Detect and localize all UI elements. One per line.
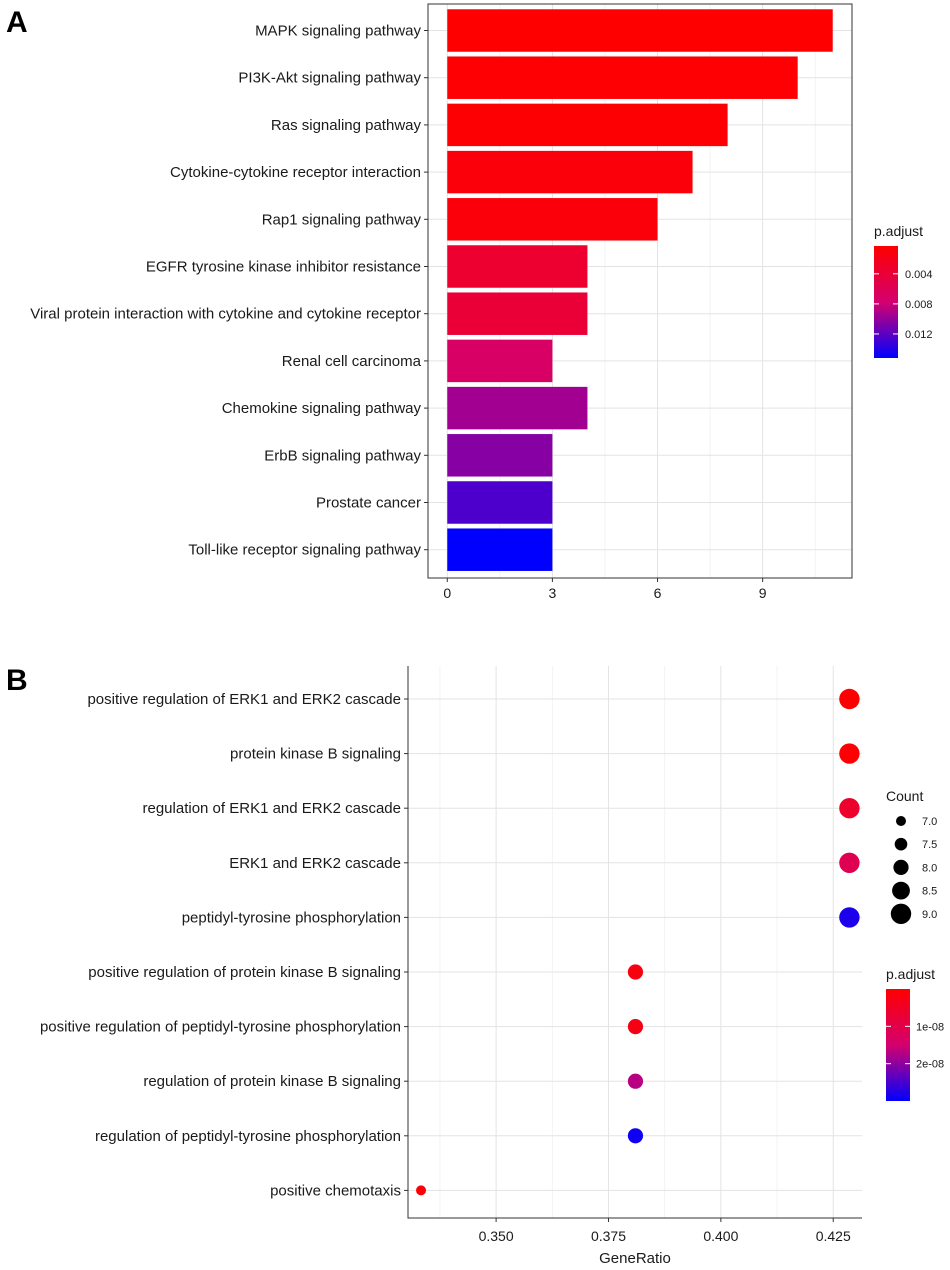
colorbar-b	[886, 989, 910, 1101]
data-point	[627, 1128, 644, 1144]
x-tick-label: 0.350	[479, 1228, 514, 1244]
legend-count-dot	[892, 881, 910, 900]
legend-count-dot	[896, 816, 906, 826]
category-label: regulation of ERK1 and ERK2 cascade	[143, 800, 402, 817]
x-ticks-a: 0 3 6 9	[443, 578, 767, 601]
category-label: positive chemotaxis	[270, 1182, 401, 1199]
category-label: positive regulation of protein kinase B …	[88, 964, 401, 981]
data-point	[627, 1073, 644, 1089]
data-point	[839, 743, 860, 764]
colorbar-a	[874, 246, 898, 358]
legend-title-a: p.adjust	[874, 223, 923, 239]
category-label: PI3K-Akt signaling pathway	[238, 70, 421, 87]
category-label: Renal cell carcinoma	[282, 353, 422, 370]
bar	[447, 528, 553, 571]
data-point	[839, 852, 860, 873]
colorbar-label: 0.004	[905, 269, 933, 281]
data-point	[416, 1185, 427, 1196]
category-label: EGFR tyrosine kinase inhibitor resistanc…	[146, 259, 421, 276]
x-tick-label: 0.425	[816, 1228, 851, 1244]
bar	[447, 103, 728, 147]
bar	[447, 292, 588, 335]
legend-count-label: 9.0	[922, 909, 937, 921]
x-tick-label: 0.400	[703, 1228, 738, 1244]
axis-lines-b	[407, 666, 862, 1219]
x-axis-title-b: GeneRatio	[599, 1250, 671, 1267]
category-label: regulation of peptidyl-tyrosine phosphor…	[95, 1128, 401, 1145]
colorbar-label: 0.012	[905, 329, 933, 341]
data-point	[839, 688, 860, 710]
bar	[447, 245, 588, 288]
legend-title-count: Count	[886, 788, 923, 804]
bar	[447, 386, 588, 430]
legend-padjust-b: p.adjust 1e-08 2e-08	[886, 966, 944, 1101]
category-label: peptidyl-tyrosine phosphorylation	[182, 909, 401, 926]
x-tick-label: 9	[759, 585, 767, 601]
x-ticks-b: 0.350 0.375 0.400 0.425	[479, 1218, 851, 1244]
colorbar-label: 1e-08	[916, 1021, 944, 1033]
category-label: Viral protein interaction with cytokine …	[30, 306, 421, 323]
bar	[447, 339, 553, 383]
category-label: Prostate cancer	[316, 495, 421, 512]
y-labels-a: MAPK signaling pathway PI3K-Akt signaling…	[30, 23, 428, 559]
data-point	[839, 907, 860, 928]
category-label: MAPK signaling pathway	[255, 23, 421, 40]
legend-padjust-a: p.adjust 0.004 0.008 0.012	[874, 223, 933, 358]
legend-count-dot	[893, 859, 909, 876]
points-b	[416, 688, 860, 1196]
x-tick-label: 0.375	[591, 1228, 626, 1244]
category-label: Chemokine signaling pathway	[222, 400, 422, 417]
colorbar-label: 0.008	[905, 299, 933, 311]
panel-border-a	[427, 3, 853, 579]
legend-count-label: 8.0	[922, 862, 937, 874]
legend-count-dot	[890, 903, 912, 924]
category-label: positive regulation of peptidyl-tyrosine…	[40, 1019, 401, 1036]
category-label: Cytokine-cytokine receptor interaction	[170, 164, 421, 181]
x-tick-label: 6	[654, 585, 662, 601]
category-label: ErbB signaling pathway	[264, 447, 421, 464]
category-label: Toll-like receptor signaling pathway	[188, 542, 421, 559]
category-label: ERK1 and ERK2 cascade	[229, 855, 401, 872]
data-point	[627, 1019, 644, 1035]
x-tick-label: 3	[548, 585, 556, 601]
dot-plot-b: positive regulation of ERK1 and ERK2 cas…	[40, 666, 862, 1267]
legend-count-label: 7.0	[922, 816, 937, 828]
category-label: Rap1 signaling pathway	[262, 211, 422, 228]
colorbar-ticks-b: 1e-08 2e-08	[886, 1021, 944, 1071]
data-point	[839, 798, 860, 819]
colorbar-label: 2e-08	[916, 1059, 944, 1071]
data-point	[627, 964, 644, 980]
category-label: positive regulation of ERK1 and ERK2 cas…	[87, 691, 401, 708]
bar	[447, 198, 658, 241]
bar	[447, 150, 693, 194]
panel-letter-a: A	[6, 6, 28, 39]
category-label: protein kinase B signaling	[230, 746, 401, 763]
legend-title-padjust-b: p.adjust	[886, 966, 935, 982]
y-labels-b: positive regulation of ERK1 and ERK2 cas…	[40, 691, 408, 1199]
bar-chart-a: MAPK signaling pathway PI3K-Akt signaling…	[30, 3, 853, 601]
bars-a	[447, 9, 833, 571]
panel-letter-b: B	[6, 664, 28, 697]
legend-count-label: 7.5	[922, 839, 937, 851]
bar	[447, 56, 798, 99]
legend-count-items: 7.0 7.5 8.0 8.5 9.0	[890, 816, 937, 924]
colorbar-ticks-a: 0.004 0.008 0.012	[874, 269, 933, 341]
legend-count-label: 8.5	[922, 886, 937, 898]
bar	[447, 9, 833, 52]
bar	[447, 434, 553, 477]
legend-count-dot	[894, 837, 908, 851]
legend-count-b: Count 7.0 7.5 8.0 8.5 9.0	[886, 788, 937, 924]
category-label: Ras signaling pathway	[271, 117, 422, 134]
bar	[447, 481, 553, 524]
category-label: regulation of protein kinase B signaling	[143, 1073, 401, 1090]
x-tick-label: 0	[443, 585, 451, 601]
